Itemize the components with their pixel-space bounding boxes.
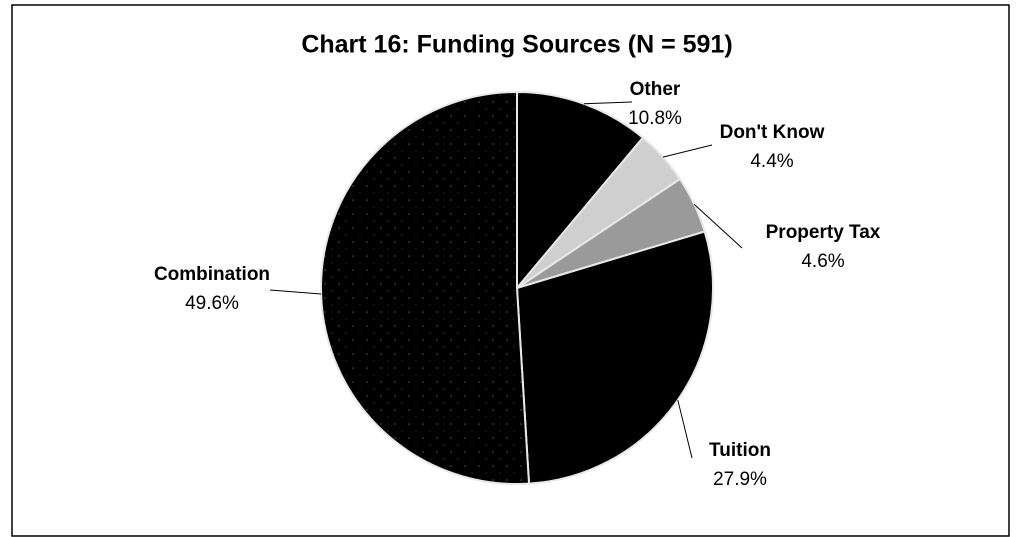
leader-line [269,289,322,295]
pie-slice [320,90,531,485]
slice-value-label: 27.9% [713,469,767,490]
slice-value-label: 4.4% [750,151,793,172]
slice-label: Combination [154,264,270,285]
pie-slice [515,230,714,485]
leader-line [583,101,633,105]
slice-label: Property Tax [766,222,881,243]
leader-line [693,204,743,249]
slice-value-label: 49.6% [185,293,239,314]
slice-value-label: 10.8% [628,108,682,129]
slice-label: Other [630,79,681,100]
chart-title: Chart 16: Funding Sources (N = 591) [301,31,732,59]
leader-line [677,399,693,459]
slice-label: Don't Know [720,122,825,143]
chart-frame [11,4,1010,537]
slice-label: Tuition [709,440,771,461]
leader-line [662,144,713,158]
slice-value-label: 4.6% [801,251,844,272]
